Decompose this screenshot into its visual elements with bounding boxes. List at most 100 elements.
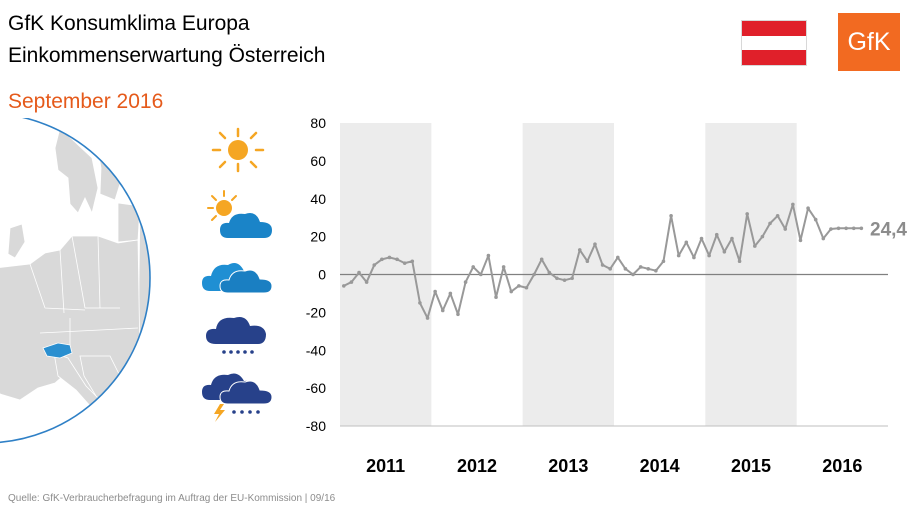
source-note: Quelle: GfK-Verbraucherbefragung im Auft… — [8, 493, 336, 504]
data-point — [380, 257, 384, 262]
data-point — [707, 253, 711, 258]
british-isles-shape — [7, 223, 26, 259]
data-point — [539, 257, 544, 262]
data-point — [768, 221, 772, 226]
y-tick-label: -60 — [306, 380, 326, 396]
data-point — [654, 268, 658, 273]
data-point — [806, 206, 810, 211]
title-line-1: GfK Konsumklima Europa — [8, 12, 250, 35]
title-line-2: Einkommenserwartung Österreich — [8, 44, 326, 67]
series-end-label: 24,4 — [870, 219, 907, 240]
data-point — [524, 285, 529, 290]
x-tick-label-2015: 2015 — [731, 456, 771, 476]
data-point — [517, 284, 521, 288]
data-point — [555, 276, 559, 281]
y-tick-label: -80 — [306, 418, 326, 434]
x-tick-label-2011: 2011 — [366, 456, 405, 476]
data-point — [357, 270, 361, 275]
data-point — [821, 236, 826, 241]
data-point — [714, 232, 719, 237]
data-point — [631, 272, 635, 277]
y-axis: 80 60 40 20 0 -20 -40 -60 -80 — [306, 115, 326, 434]
data-point — [342, 284, 346, 288]
data-point — [425, 316, 430, 320]
scandinavia-shape — [54, 127, 99, 215]
data-point — [364, 280, 369, 284]
data-point — [494, 295, 498, 300]
data-point — [676, 253, 681, 258]
data-point — [532, 272, 536, 277]
y-tick-label: 80 — [310, 115, 326, 131]
data-point — [501, 265, 506, 269]
data-point — [372, 263, 377, 267]
x-tick-label-2013: 2013 — [548, 456, 588, 476]
logo-text: GfK — [847, 28, 891, 56]
thunderstorm-icon — [202, 373, 273, 422]
data-point — [402, 261, 407, 265]
data-point — [859, 226, 864, 231]
data-point — [440, 308, 445, 313]
data-point — [433, 289, 437, 294]
y-tick-label: -40 — [306, 342, 326, 358]
data-point — [851, 226, 856, 231]
y-tick-label: 20 — [310, 229, 326, 245]
europe-map — [0, 118, 151, 444]
rain-cloud-icon — [206, 317, 266, 354]
data-point — [798, 238, 803, 243]
data-point — [448, 291, 453, 296]
data-point — [479, 272, 483, 277]
series-layer — [342, 202, 864, 320]
x-tick-label-2012: 2012 — [457, 456, 497, 476]
data-point — [836, 226, 841, 231]
sun-cloud-icon — [207, 190, 272, 238]
data-point — [585, 259, 590, 264]
data-point — [395, 257, 399, 262]
data-point — [638, 265, 643, 269]
data-point — [486, 253, 491, 258]
data-point — [623, 267, 628, 271]
data-point — [669, 213, 673, 218]
y-tick-label: 40 — [310, 191, 326, 207]
data-point — [730, 236, 734, 241]
data-point — [844, 226, 848, 231]
x-tick-label-2014: 2014 — [640, 456, 680, 476]
data-point — [699, 236, 704, 241]
data-point — [547, 270, 552, 275]
data-point — [570, 276, 574, 281]
data-point — [775, 213, 780, 218]
data-point — [753, 244, 757, 248]
data-point — [737, 259, 742, 264]
data-point — [349, 280, 354, 284]
data-point — [593, 242, 597, 246]
data-point — [410, 259, 415, 264]
data-point — [509, 289, 514, 294]
austria-flag-icon — [741, 20, 807, 66]
data-point — [692, 255, 696, 260]
x-axis: 2011 2012 2013 2014 2015 2016 — [366, 456, 862, 476]
data-point — [760, 234, 765, 239]
cloud-icon — [202, 263, 273, 294]
austria-highlight — [42, 342, 73, 359]
data-point — [471, 265, 475, 269]
data-point — [684, 240, 689, 245]
data-point — [577, 248, 582, 252]
data-point — [646, 267, 651, 271]
y-tick-label: 60 — [310, 153, 326, 169]
data-point — [783, 227, 788, 231]
data-point — [456, 312, 460, 317]
data-point — [562, 278, 567, 282]
data-point — [463, 280, 468, 284]
data-point — [418, 301, 422, 305]
data-point — [661, 259, 666, 264]
x-tick-label-2016: 2016 — [822, 456, 862, 476]
data-point — [829, 227, 833, 231]
data-point — [608, 267, 612, 271]
page-subtitle: September 2016 — [8, 90, 164, 113]
y-tick-label: 0 — [318, 267, 326, 283]
data-point — [616, 255, 620, 260]
y-tick-label: -20 — [306, 304, 326, 320]
data-point — [387, 255, 392, 260]
sun-icon — [211, 127, 265, 173]
data-point — [722, 249, 727, 254]
